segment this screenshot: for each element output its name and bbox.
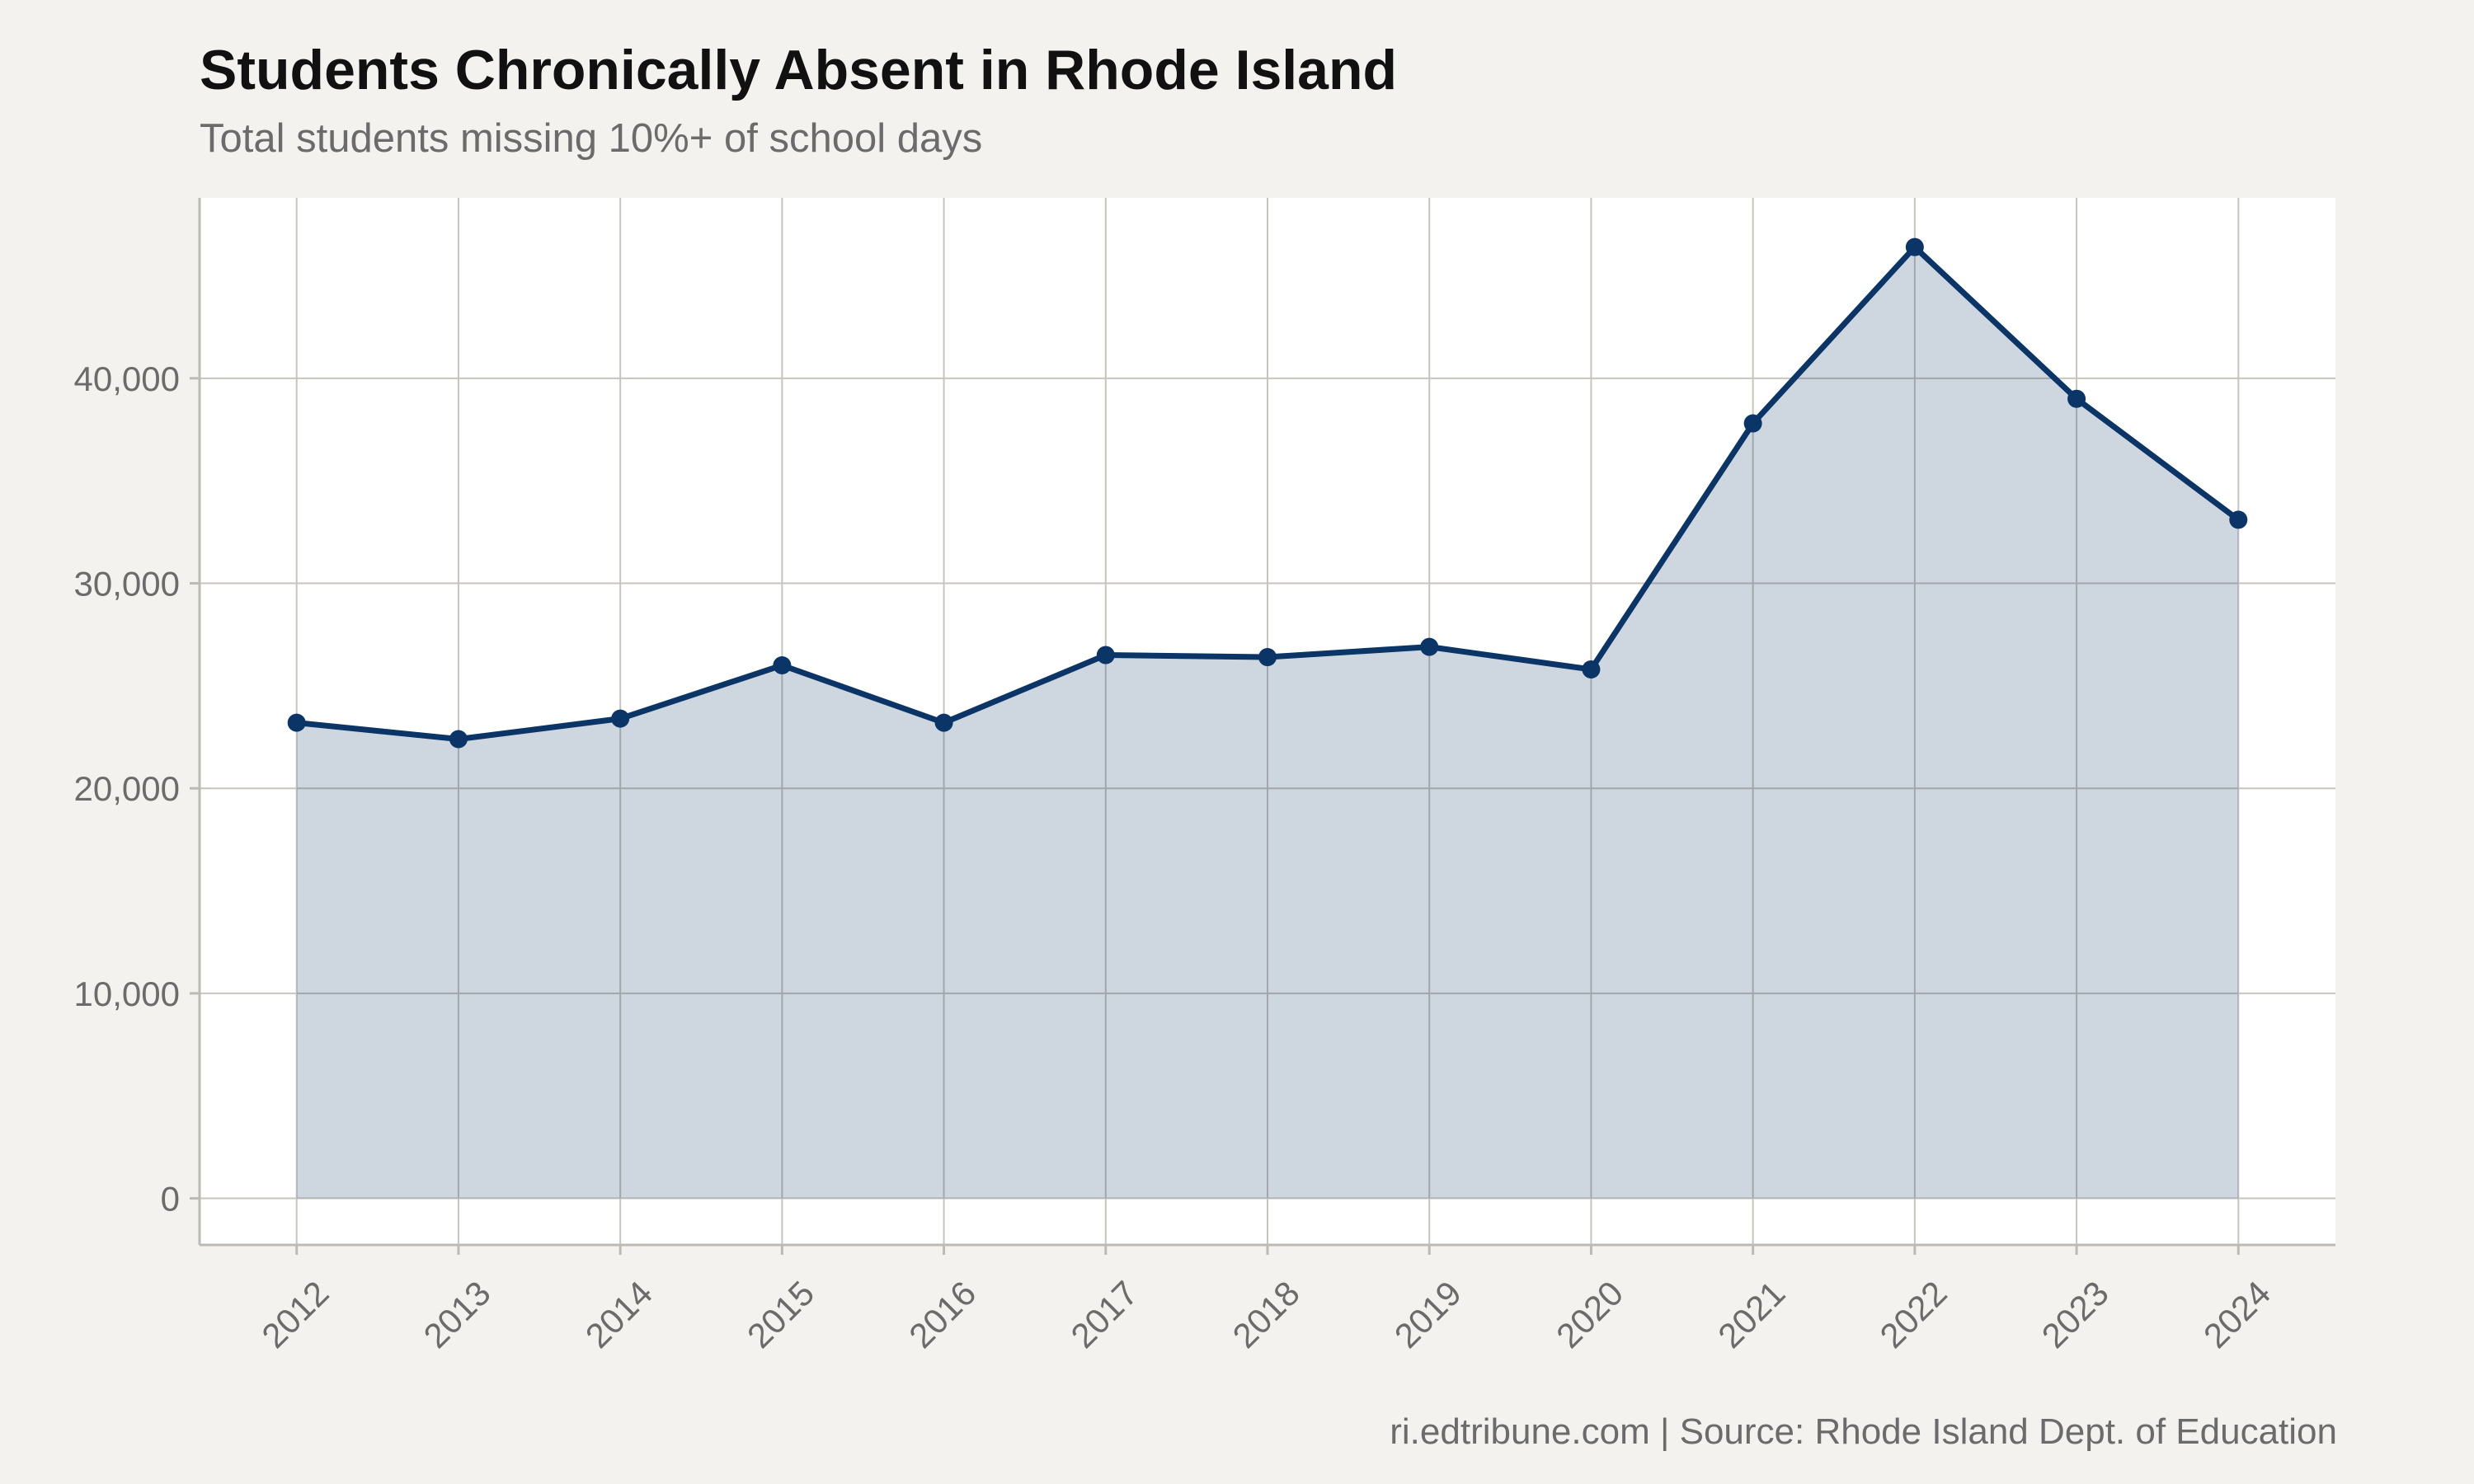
x-tick-label: 2014 [578,1274,660,1355]
data-point-2021 [1743,414,1762,433]
chart-caption: ri.edtribune.com | Source: Rhode Island … [1390,1411,2337,1452]
chart-title: Students Chronically Absent in Rhode Isl… [200,39,1398,101]
y-tick-label: 0 [161,1180,180,1219]
x-tick-label: 2024 [2196,1274,2278,1355]
x-tick-label: 2018 [1225,1274,1307,1355]
x-tick-label: 2022 [1872,1274,1954,1355]
x-tick-label: 2016 [901,1274,983,1355]
y-tick-label: 30,000 [74,565,180,603]
x-tick-label: 2021 [1710,1274,1792,1355]
chart-subtitle: Total students missing 10%+ of school da… [200,116,983,161]
x-tick-label: 2017 [1063,1274,1145,1355]
x-axis-ticks: 2012 2013 2014 2015 2016 2017 2018 2019 2020 2021… [254,1245,2278,1355]
data-point-2024 [2229,510,2248,529]
x-tick-label: 2023 [2034,1274,2116,1355]
data-point-2014 [611,709,630,728]
y-tick-label: 20,000 [74,769,180,808]
x-tick-label: 2015 [740,1274,821,1355]
data-point-2013 [449,730,468,749]
data-point-2019 [1420,637,1439,656]
data-point-2015 [773,655,792,674]
x-tick-label: 2020 [1549,1274,1630,1355]
data-point-2016 [934,713,953,732]
data-point-2018 [1258,648,1277,667]
data-point-2022 [1905,237,1924,256]
data-point-2020 [1582,660,1601,679]
x-tick-label: 2013 [416,1274,497,1355]
data-points [287,237,2248,749]
data-point-2012 [287,713,306,732]
x-tick-label: 2019 [1387,1274,1469,1355]
data-point-2023 [2067,389,2086,408]
y-tick-label: 10,000 [74,974,180,1013]
x-tick-label: 2012 [254,1274,336,1355]
y-tick-label: 40,000 [74,359,180,398]
y-gridlines [200,377,2335,1200]
data-point-2017 [1096,646,1115,665]
area-fill [296,247,2239,1199]
y-axis-ticks: 0 10,000 20,000 30,000 40,000 [74,359,200,1219]
